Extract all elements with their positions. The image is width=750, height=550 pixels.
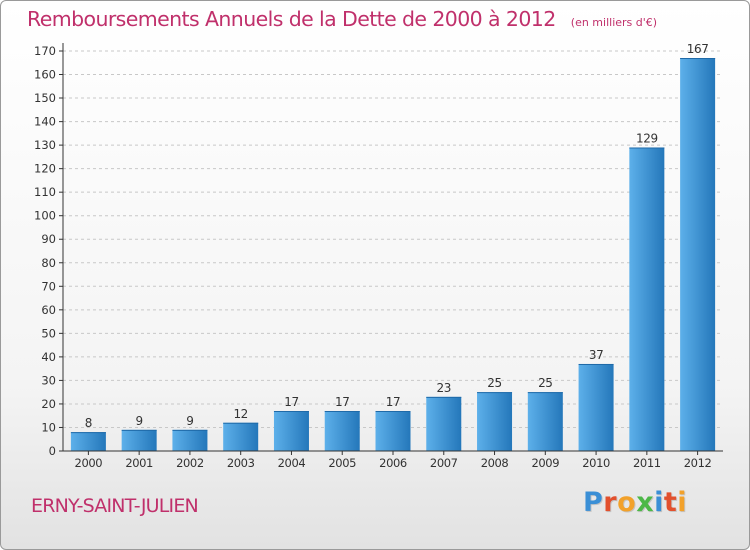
y-tick-label: 20 xyxy=(41,397,56,411)
y-tick-label: 50 xyxy=(41,326,56,340)
y-tick-label: 10 xyxy=(41,420,56,434)
chart-subtitle: (en milliers d'€) xyxy=(570,16,658,29)
x-tick-label: 2006 xyxy=(379,456,407,470)
logo-letter: o xyxy=(617,487,637,518)
y-tick-label: 170 xyxy=(34,44,56,58)
y-tick-label: 70 xyxy=(41,279,56,293)
bars xyxy=(70,58,716,451)
y-tick-label: 160 xyxy=(34,68,56,82)
x-tick-label: 2011 xyxy=(633,456,661,470)
bar xyxy=(527,392,563,451)
logo-letter: t xyxy=(663,487,678,518)
axes xyxy=(59,43,723,455)
x-tick-label: 2005 xyxy=(328,456,356,470)
x-tick-label: 2002 xyxy=(176,456,204,470)
bar xyxy=(223,422,259,451)
y-tick-label: 80 xyxy=(41,256,56,270)
data-label: 9 xyxy=(186,414,193,428)
logo-letter: r xyxy=(603,487,618,518)
data-label: 25 xyxy=(487,376,501,390)
logo-letter: x xyxy=(636,487,655,518)
data-label: 17 xyxy=(386,395,400,409)
grid-lines xyxy=(63,50,723,428)
data-label: 37 xyxy=(589,348,603,362)
data-label: 8 xyxy=(85,416,92,430)
proxiti-logo: Proxiti xyxy=(583,487,687,518)
place-name: ERNY-SAINT-JULIEN xyxy=(31,495,199,517)
y-tick-label: 40 xyxy=(41,350,56,364)
data-label: 23 xyxy=(437,381,451,395)
x-tick-label: 2010 xyxy=(582,456,610,470)
y-tick-label: 60 xyxy=(41,303,56,317)
bar xyxy=(273,411,309,451)
data-label: 25 xyxy=(538,376,552,390)
data-label: 9 xyxy=(136,414,143,428)
y-tick-label: 0 xyxy=(49,444,56,458)
x-tick-label: 2009 xyxy=(531,456,559,470)
logo-letter: P xyxy=(583,487,604,518)
bar xyxy=(629,147,665,451)
y-tick-label: 30 xyxy=(41,373,56,387)
y-tick-label: 120 xyxy=(34,162,56,176)
x-tick-label: 2000 xyxy=(75,456,103,470)
y-tick-label: 90 xyxy=(41,232,56,246)
x-tick-label: 2007 xyxy=(430,456,458,470)
bar xyxy=(578,363,614,451)
chart-header: Remboursements Annuels de la Dette de 20… xyxy=(27,7,657,31)
bar xyxy=(375,411,411,451)
bar xyxy=(324,411,360,451)
x-tick-label: 2004 xyxy=(278,456,306,470)
x-tick-label: 2012 xyxy=(684,456,712,470)
logo-letter: i xyxy=(677,487,688,518)
y-tick-label: 130 xyxy=(34,138,56,152)
bar xyxy=(426,396,462,451)
bar xyxy=(172,429,208,451)
x-tick-label: 2003 xyxy=(227,456,255,470)
bar xyxy=(680,58,716,451)
y-tick-label: 110 xyxy=(34,185,56,199)
data-label: 129 xyxy=(636,131,658,145)
bar xyxy=(121,429,157,451)
bar xyxy=(70,432,106,451)
data-label: 167 xyxy=(687,42,709,56)
chart-title: Remboursements Annuels de la Dette de 20… xyxy=(27,7,556,31)
x-tick-label: 2001 xyxy=(125,456,153,470)
data-label: 17 xyxy=(335,395,349,409)
labels: 0 10 20 30 40 50 60 70 80 90 100 110 120 130 140 150 160… xyxy=(34,42,712,470)
data-label: 17 xyxy=(284,395,298,409)
y-tick-label: 100 xyxy=(34,209,56,223)
y-tick-label: 140 xyxy=(34,115,56,129)
y-tick-label: 150 xyxy=(34,91,56,105)
data-label: 12 xyxy=(233,407,247,421)
x-tick-label: 2008 xyxy=(481,456,509,470)
logo-letter: i xyxy=(654,487,664,518)
bar xyxy=(477,392,513,451)
